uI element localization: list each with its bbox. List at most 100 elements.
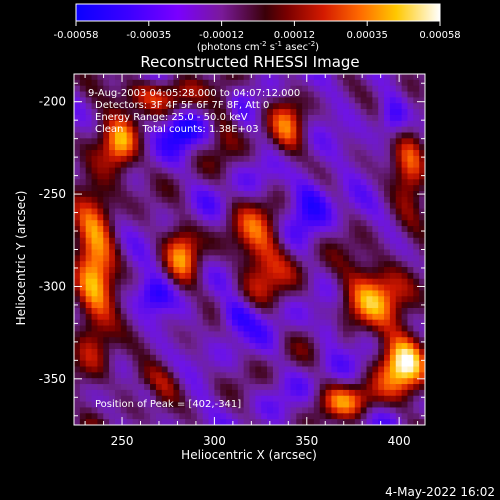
- heatmap-cell: [226, 354, 233, 362]
- heatmap-cell: [208, 348, 215, 356]
- heatmap-cell: [290, 249, 297, 256]
- heatmap-cell: [150, 85, 157, 93]
- heatmap-cell: [372, 313, 379, 321]
- heatmap-cell: [366, 185, 373, 192]
- heatmap-cell: [267, 413, 274, 420]
- heatmap-cell: [144, 237, 151, 245]
- heatmap-cell: [354, 74, 362, 81]
- heatmap-cell: [97, 296, 104, 303]
- heatmap-cell: [384, 360, 391, 368]
- heatmap-cell: [331, 214, 338, 221]
- heatmap-cell: [290, 79, 297, 87]
- heatmap-cell: [185, 407, 192, 414]
- heatmap-cell: [308, 208, 315, 215]
- heatmap-cell: [161, 202, 169, 210]
- heatmap-cell: [389, 132, 397, 139]
- heatmap-cell: [308, 325, 315, 332]
- heatmap-cell: [378, 366, 385, 373]
- heatmap-cell: [74, 231, 81, 239]
- heatmap-cell: [419, 395, 425, 403]
- heatmap-cell: [79, 313, 87, 321]
- heatmap-cell: [296, 144, 303, 151]
- heatmap-cell: [85, 74, 93, 81]
- heatmap-cell: [366, 167, 373, 175]
- heatmap-cell: [302, 202, 309, 210]
- heatmap-cell: [208, 173, 215, 180]
- heatmap-cell: [126, 144, 134, 151]
- heatmap-cell: [372, 337, 379, 344]
- heatmap-cell: [249, 214, 256, 221]
- heatmap-cell: [296, 132, 303, 139]
- heatmap-cell: [278, 255, 286, 262]
- heatmap-cell: [74, 132, 81, 139]
- heatmap-cell: [384, 150, 391, 157]
- heatmap-cell: [261, 85, 268, 93]
- heatmap-cell: [138, 378, 145, 385]
- heatmap-cell: [308, 272, 315, 280]
- heatmap-cell: [384, 214, 391, 221]
- heatmap-cell: [378, 272, 385, 280]
- heatmap-cell: [220, 208, 227, 215]
- heatmap-cell: [220, 114, 227, 122]
- heatmap-cell: [378, 120, 385, 128]
- heatmap-cell: [308, 91, 315, 98]
- heatmap-cell: [384, 354, 391, 362]
- heatmap-cell: [372, 255, 379, 262]
- heatmap-cell: [173, 173, 180, 180]
- heatmap-cell: [395, 354, 403, 362]
- heatmap-cell: [202, 226, 210, 233]
- heatmap-cell: [144, 120, 151, 128]
- heatmap-cell: [173, 267, 180, 274]
- heatmap-cell: [278, 343, 286, 350]
- heatmap-cell: [407, 150, 414, 157]
- heatmap-cell: [243, 191, 251, 198]
- heatmap-cell: [331, 120, 338, 128]
- heatmap-cell: [196, 161, 204, 169]
- heatmap-cell: [138, 85, 145, 93]
- heatmap-cell: [103, 395, 110, 403]
- heatmap-cell: [401, 144, 409, 151]
- heatmap-cell: [144, 354, 151, 362]
- heatmap-cell: [348, 261, 356, 268]
- heatmap-cell: [237, 261, 245, 268]
- heatmap-cell: [354, 202, 362, 210]
- heatmap-cell: [413, 138, 420, 145]
- heatmap-cell: [120, 313, 128, 321]
- heatmap-cell: [150, 372, 157, 379]
- heatmap-cell: [220, 249, 227, 256]
- heatmap-cell: [138, 144, 145, 151]
- heatmap-cell: [296, 126, 303, 134]
- heatmap-cell: [284, 214, 292, 221]
- heatmap-cell: [284, 161, 292, 169]
- heatmap-cell: [278, 237, 286, 245]
- heatmap-cell: [97, 202, 104, 210]
- heatmap-cell: [214, 360, 221, 368]
- heatmap-cell: [296, 308, 303, 315]
- heatmap-cell: [360, 196, 368, 204]
- heatmap-cell: [91, 226, 98, 233]
- heatmap-cell: [220, 413, 227, 420]
- heatmap-cell: [179, 308, 186, 315]
- heatmap-cell: [132, 302, 139, 309]
- heatmap-cell: [120, 243, 128, 251]
- heatmap-cell: [185, 161, 192, 169]
- heatmap-cell: [109, 319, 116, 327]
- heatmap-cell: [360, 272, 368, 280]
- heatmap-cell: [185, 261, 192, 268]
- heatmap-cell: [319, 132, 327, 139]
- heatmap-cell: [378, 419, 385, 425]
- heatmap-cell: [191, 401, 198, 409]
- heatmap-cell: [407, 337, 414, 344]
- heatmap-cell: [267, 231, 274, 239]
- heatmap-cell: [214, 261, 221, 268]
- heatmap-cell: [161, 366, 169, 373]
- heatmap-cell: [378, 126, 385, 134]
- heatmap-cell: [267, 237, 274, 245]
- heatmap-cell: [267, 220, 274, 227]
- heatmap-cell: [302, 103, 309, 110]
- heatmap-cell: [348, 202, 356, 210]
- heatmap-cell: [255, 208, 262, 215]
- heatmap-cell: [313, 296, 321, 303]
- heatmap-cell: [331, 319, 338, 327]
- heatmap-cell: [202, 348, 210, 356]
